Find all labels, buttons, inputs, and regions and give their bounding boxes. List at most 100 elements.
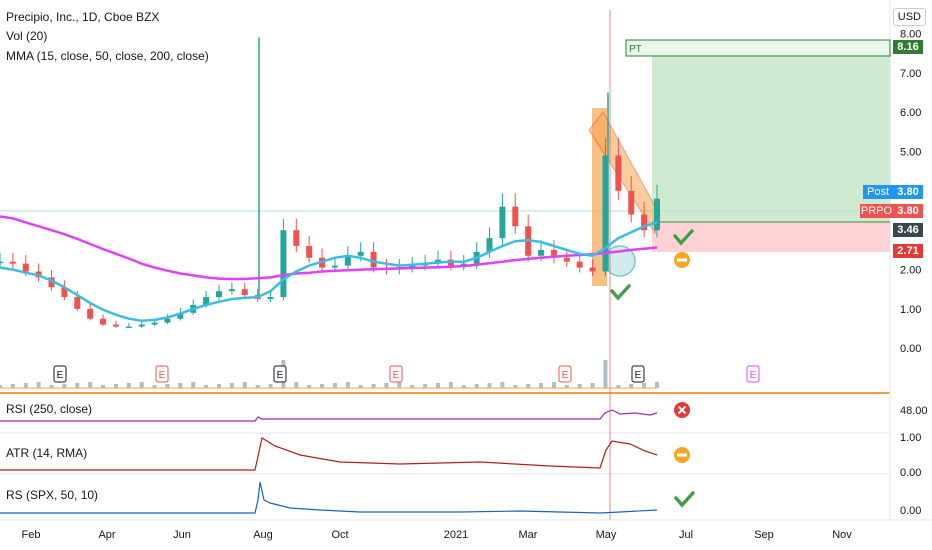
entry-price-tag: 3.46 — [893, 223, 923, 237]
post-tag: Post — [863, 185, 893, 199]
candle-body — [563, 257, 570, 262]
volume-bar — [526, 384, 531, 388]
atr-legend[interactable]: ATR (14, RMA) — [6, 446, 88, 460]
candle-body — [241, 289, 248, 296]
volume-bar — [36, 382, 41, 388]
candle-body — [589, 267, 596, 272]
candle-body — [293, 230, 300, 246]
earnings-marker-label: E — [393, 370, 400, 381]
candle-body — [177, 312, 184, 319]
volume-bar — [307, 385, 312, 388]
volume-bar — [474, 384, 479, 388]
check-icon — [673, 229, 694, 246]
pt-box — [625, 39, 891, 57]
time-tick-label: Oct — [331, 529, 348, 541]
time-tick-label: Sep — [754, 529, 774, 541]
volume-legend[interactable]: Vol (20) — [6, 29, 48, 43]
candle-body — [22, 263, 29, 272]
candle-body — [370, 251, 377, 268]
earnings-marker-label: E — [159, 370, 166, 381]
price-tick-label: 2.00 — [900, 265, 921, 277]
ticker-tag: PRPO — [860, 204, 893, 218]
volume-bar — [397, 382, 402, 388]
currency-button[interactable]: USD — [892, 8, 926, 26]
candle-body — [344, 255, 351, 266]
earnings-marker — [389, 365, 403, 383]
price-tick-label: 1.00 — [900, 304, 921, 316]
candle-body — [112, 324, 119, 327]
volume-bar — [178, 383, 183, 388]
volume-bar — [204, 385, 209, 388]
x-icon — [674, 402, 690, 418]
earnings-marker — [273, 365, 287, 383]
volume-bar — [294, 382, 299, 388]
candle-body — [216, 291, 222, 298]
volume-bar — [448, 382, 453, 388]
earnings-marker — [155, 365, 169, 383]
volume-bar — [191, 382, 196, 388]
atr-axis-top: 1.00 — [900, 432, 921, 444]
mma-legend[interactable]: MMA (15, close, 50, close, 200, close) — [6, 49, 209, 63]
moving-averages — [0, 215, 658, 322]
candle-body — [486, 238, 493, 252]
rs-axis-value: 0.00 — [900, 505, 921, 517]
candle-body — [460, 263, 467, 266]
volume-bar — [539, 383, 544, 388]
volume-bar — [629, 384, 634, 388]
volume-bar — [126, 383, 131, 388]
target-zone — [652, 50, 890, 222]
volume-bar — [358, 385, 363, 388]
volume-bar — [23, 383, 28, 388]
time-axis-ticks: Feb Apr Jun Aug Oct 2021 Mar May Jul Sep Nov — [22, 529, 853, 541]
rs-legend[interactable]: RS (SPX, 50, 10) — [6, 488, 99, 502]
volume-bar — [0, 385, 2, 388]
target-price-tag: 8.16 — [893, 40, 923, 54]
candle-body — [164, 318, 171, 323]
volume-bar — [345, 382, 350, 388]
earnings-marker — [746, 365, 760, 383]
candle-body — [357, 251, 364, 256]
candle-body — [550, 249, 557, 258]
volume-bar — [642, 383, 647, 388]
price-tick-label: 5.00 — [900, 147, 921, 159]
candle-body — [409, 265, 416, 268]
volume-bar — [165, 384, 170, 388]
volume-bar — [603, 360, 608, 388]
volume-bar — [101, 385, 106, 388]
volume-bar — [371, 384, 376, 388]
candle-body — [100, 318, 107, 325]
volume-bar — [62, 384, 67, 388]
candle-body — [576, 261, 583, 268]
pt-label: PT — [629, 44, 642, 55]
rsi-legend[interactable]: RSI (250, close) — [6, 402, 93, 416]
candle-body — [125, 326, 132, 329]
volume-bar — [500, 382, 505, 388]
price-tick-label: 8.00 — [900, 29, 921, 41]
atr-axis-bottom: 0.00 — [900, 467, 921, 479]
rsi-line — [0, 409, 658, 422]
candle-body — [641, 214, 648, 231]
volume-bar — [139, 382, 144, 388]
price-candles — [0, 37, 660, 329]
time-tick-label: May — [596, 529, 617, 541]
earnings-marker — [53, 365, 67, 383]
candle-body — [0, 261, 3, 264]
earnings-marker — [631, 365, 645, 383]
volume-bar — [384, 383, 389, 388]
minus-icon — [674, 252, 690, 268]
earnings-marker-label: E — [750, 370, 757, 381]
volume-bar — [268, 384, 273, 388]
volume-bar — [320, 384, 325, 388]
volume-bar — [655, 382, 659, 388]
candle-body — [512, 206, 519, 227]
time-tick-label: Apr — [98, 529, 115, 541]
time-tick-label: Feb — [22, 529, 41, 541]
volume-bar — [75, 383, 80, 388]
candle-body — [538, 249, 545, 256]
candle-body — [9, 261, 16, 264]
candle-body — [306, 245, 313, 258]
candle-body — [151, 322, 158, 325]
earnings-marker-label: E — [635, 370, 642, 381]
minus-icon — [674, 447, 690, 463]
time-tick-label: Nov — [832, 529, 852, 541]
